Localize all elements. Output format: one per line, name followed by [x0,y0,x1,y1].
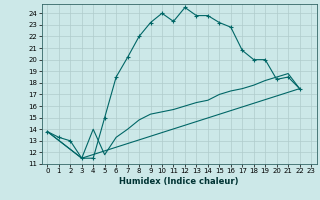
X-axis label: Humidex (Indice chaleur): Humidex (Indice chaleur) [119,177,239,186]
